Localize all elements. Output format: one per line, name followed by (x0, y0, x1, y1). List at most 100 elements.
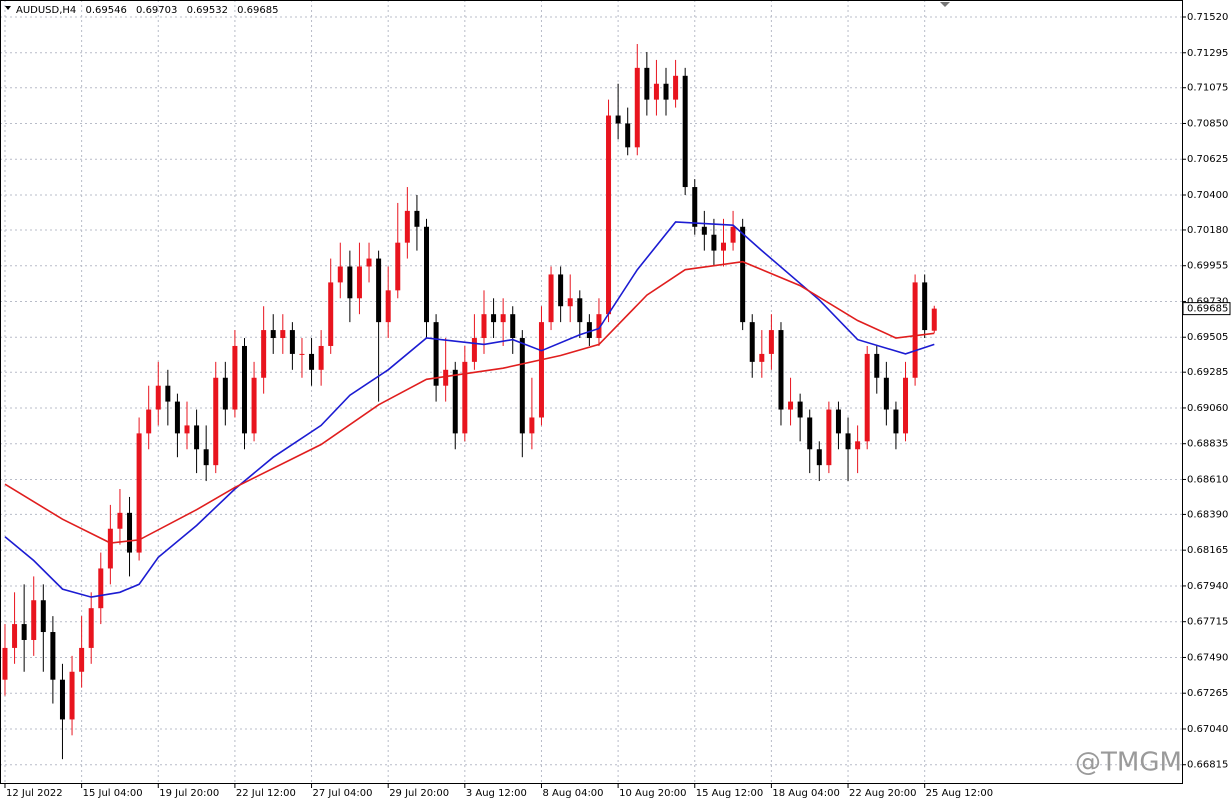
candle-body (567, 298, 573, 307)
candle-body (653, 83, 659, 100)
menu-arrow (5, 6, 11, 10)
candle-body (356, 266, 362, 299)
candle-body (136, 433, 142, 553)
candle-body (864, 353, 870, 442)
candle-body (155, 385, 161, 410)
header: AUDUSD,H4 0.69546 0.69703 0.69532 0.6968… (16, 5, 278, 16)
candle-body (807, 417, 813, 450)
candle-body (663, 83, 669, 100)
y-tick-label: 0.69505 (1187, 332, 1228, 343)
candle-body (893, 409, 899, 434)
moving-average (4, 260, 935, 544)
candle-body (874, 353, 880, 378)
candle-body (318, 345, 324, 370)
candle-body (79, 647, 85, 672)
x-tick-label: 25 Aug 12:00 (926, 788, 993, 799)
y-tick-label: 0.70850 (1187, 118, 1228, 129)
price-tag (1182, 302, 1231, 316)
candle-body (299, 353, 305, 355)
candle-body (673, 75, 679, 100)
header-open: 0.69546 (85, 5, 126, 16)
candle-body (491, 314, 497, 323)
y-tick-label: 0.68610 (1187, 474, 1228, 485)
candle-body (768, 330, 774, 354)
y-tick-label: 0.70180 (1187, 225, 1228, 236)
x-tick-label: 19 Jul 20:00 (159, 788, 219, 799)
y-tick-label: 0.69730 (1187, 296, 1228, 307)
y-tick-label: 0.71075 (1187, 83, 1228, 94)
symbol: AUDUSD,H4 (16, 5, 76, 16)
candle-body (309, 353, 315, 370)
candle-body (730, 226, 736, 243)
candle-body (40, 600, 46, 633)
candle-body (816, 449, 822, 466)
x-tick-label: 12 Jul 2022 (6, 788, 63, 799)
candle-body (903, 377, 909, 434)
candle-body (347, 266, 353, 299)
y-tick-label: 0.71520 (1187, 12, 1228, 23)
candle-body (558, 274, 564, 307)
header-close: 0.69685 (237, 5, 278, 16)
candle-body (826, 409, 832, 466)
candle-body (232, 345, 238, 410)
candle-body (845, 433, 851, 450)
candle-body (59, 679, 65, 720)
x-tick-label: 10 Aug 20:00 (619, 788, 686, 799)
candle-body (759, 353, 765, 362)
y-tick-label: 0.67265 (1187, 688, 1228, 699)
y-tick-label: 0.67490 (1187, 652, 1228, 663)
candle-body (174, 401, 180, 434)
candle-body (376, 258, 382, 323)
candle-body (203, 449, 209, 466)
candle-body (912, 282, 918, 378)
candle-body (50, 632, 56, 680)
candle-body (778, 330, 784, 410)
candle-body (529, 417, 535, 434)
x-tick-label: 8 Aug 04:00 (542, 788, 603, 799)
candle-body (31, 600, 37, 640)
candle-body (21, 624, 27, 640)
candle-body (385, 290, 391, 323)
candle-body (596, 314, 602, 339)
x-tick-label: 29 Jul 20:00 (389, 788, 449, 799)
candle-body (289, 330, 295, 354)
candle-body (835, 409, 841, 434)
candle-body (510, 314, 516, 339)
candle-body (855, 441, 861, 450)
candle-body (644, 67, 650, 100)
candle-body (749, 322, 755, 362)
candle-body (222, 377, 228, 410)
x-tick-label: 3 Aug 12:00 (466, 788, 527, 799)
candle-body (270, 330, 276, 339)
candle-body (69, 671, 75, 720)
candle-body (922, 282, 928, 331)
candle-body (883, 377, 889, 410)
header-low: 0.69532 (187, 5, 228, 16)
candle-body (88, 608, 94, 648)
header-high: 0.69703 (136, 5, 177, 16)
candle-body (615, 115, 621, 124)
candle-body (538, 322, 544, 418)
candle-body (711, 234, 717, 251)
candle-body (280, 330, 286, 339)
candle-body (117, 512, 123, 529)
moving-average (4, 221, 935, 598)
y-tick-label: 0.67715 (1187, 617, 1228, 628)
candle-body (692, 187, 698, 227)
y-tick-label: 0.71295 (1187, 48, 1228, 59)
plot-border (0, 0, 1183, 784)
y-tick-label: 0.69955 (1187, 261, 1228, 272)
candle-body (414, 210, 420, 227)
candle-body (548, 274, 554, 323)
x-tick-label: 27 Jul 04:00 (313, 788, 373, 799)
price-tag-label: 0.69685 (1187, 304, 1228, 315)
x-tick-label: 15 Jul 04:00 (83, 788, 143, 799)
y-tick-label: 0.66815 (1187, 760, 1228, 771)
candle-body (241, 345, 247, 434)
candle-body (395, 242, 401, 291)
candle-body (404, 210, 410, 243)
y-tick-label: 0.67940 (1187, 581, 1228, 592)
candle-body (433, 322, 439, 386)
candle-body (107, 528, 113, 569)
